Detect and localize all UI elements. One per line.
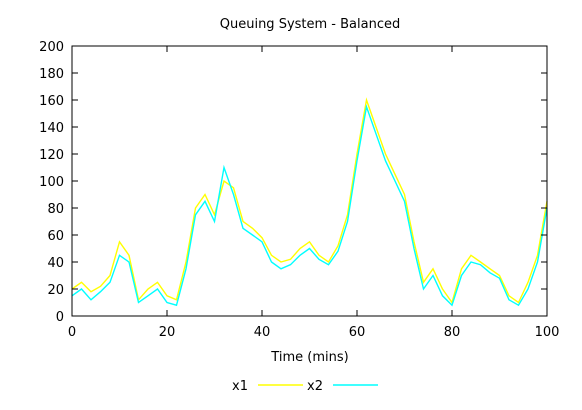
legend-label-x2: x2 — [307, 379, 323, 394]
x-tick-label: 0 — [68, 325, 76, 340]
y-tick-label: 180 — [39, 67, 64, 82]
y-tick-label: 0 — [56, 310, 64, 325]
x-tick-label: 80 — [444, 325, 461, 340]
y-tick-label: 60 — [47, 229, 64, 244]
y-tick-label: 120 — [39, 148, 64, 163]
chart-title: Queuing System - Balanced — [220, 17, 400, 32]
y-tick-label: 140 — [39, 121, 64, 136]
y-tick-label: 20 — [47, 283, 64, 298]
plot-frame — [71, 45, 548, 317]
y-tick-label: 160 — [39, 94, 64, 109]
x-tick-label: 100 — [535, 325, 560, 340]
legend: x1 x2 — [232, 379, 378, 394]
y-tick-label: 200 — [39, 40, 64, 55]
x-tick-label: 40 — [254, 325, 271, 340]
series-line-x1 — [71, 97, 548, 305]
x-axis: 0 20 40 60 80 100 — [68, 46, 560, 340]
x-tick-label: 20 — [159, 325, 176, 340]
y-axis: 0 20 40 60 80 100 120 140 160 180 200 — [39, 40, 547, 325]
plot-lines — [71, 97, 548, 307]
series-line-x2 — [71, 104, 548, 307]
y-tick-label: 80 — [47, 202, 64, 217]
y-tick-label: 40 — [47, 256, 64, 271]
x-tick-label: 60 — [349, 325, 366, 340]
x-axis-label: Time (mins) — [270, 350, 348, 365]
y-tick-label: 100 — [39, 175, 64, 190]
legend-label-x1: x1 — [232, 379, 248, 394]
